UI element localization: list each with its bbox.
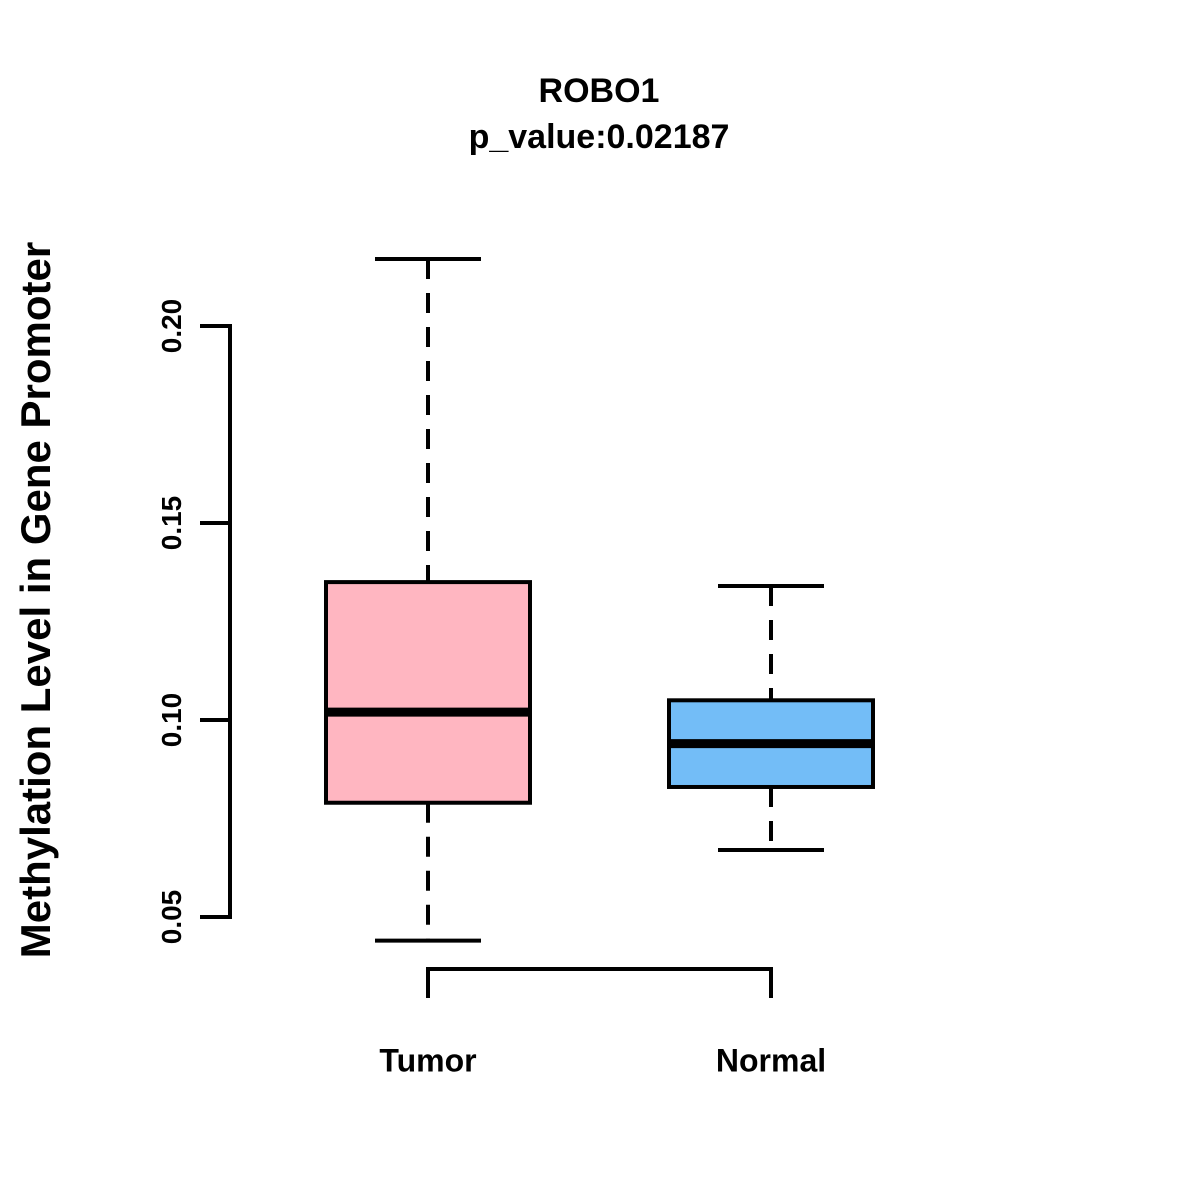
y-tick-label-0-05: 0.05	[156, 889, 187, 945]
y-tick-label-0-15: 0.15	[156, 495, 187, 551]
x-axis-bracket	[426, 967, 773, 998]
category-label-tumor: Tumor	[379, 1042, 477, 1079]
plot-title: ROBO1	[538, 72, 660, 110]
plot-subtitle: p_value:0.02187	[468, 118, 730, 156]
category-label-normal: Normal	[715, 1042, 827, 1079]
y-tick-label-0-10: 0.10	[156, 692, 187, 748]
y-tick-label-0-20: 0.20	[156, 298, 187, 354]
tumor-box	[324, 580, 532, 805]
